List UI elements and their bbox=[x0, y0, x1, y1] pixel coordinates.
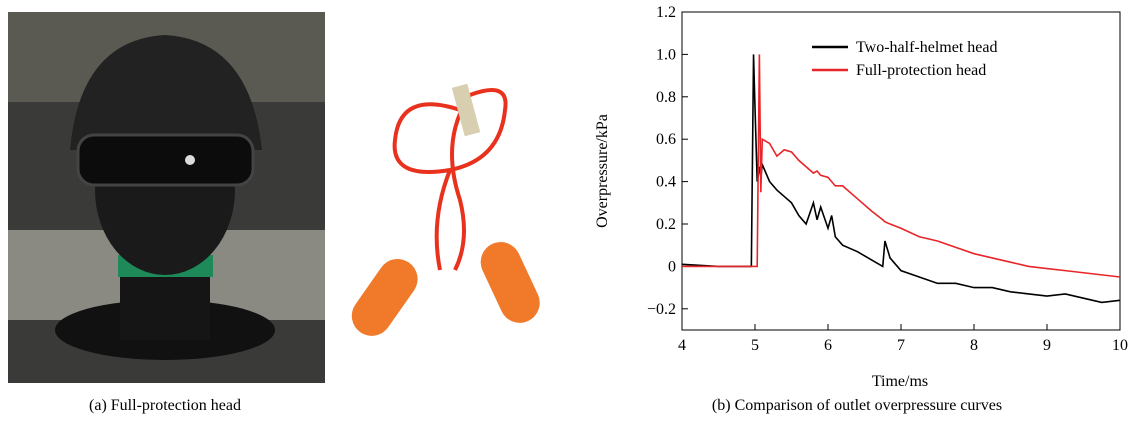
helmet-photo bbox=[8, 12, 325, 383]
series-line bbox=[681, 54, 1121, 304]
legend-label: Two-half-helmet head bbox=[856, 39, 997, 56]
legend-label: Full-protection head bbox=[856, 62, 986, 79]
y-axis-label: Overpressure/kPa bbox=[594, 114, 611, 228]
x-axis-label: Time/ms bbox=[872, 373, 928, 390]
y-tick-label: 0.8 bbox=[656, 89, 676, 106]
y-tick-label: 0.6 bbox=[656, 131, 676, 148]
x-tick-label: 6 bbox=[824, 337, 832, 354]
y-tick-label: 0 bbox=[668, 258, 676, 275]
y-tick-label: 0.2 bbox=[656, 216, 676, 233]
plot-frame bbox=[681, 11, 1121, 331]
x-tick-label: 7 bbox=[897, 337, 905, 354]
x-tick-label: 4 bbox=[678, 337, 686, 354]
y-tick-label: 1.0 bbox=[656, 46, 676, 63]
x-tick-label: 10 bbox=[1112, 337, 1128, 354]
caption: (b) Comparison of outlet overpressure cu… bbox=[712, 397, 1002, 414]
y-tick-label: 0.4 bbox=[656, 174, 676, 191]
x-tick-label: 8 bbox=[970, 337, 978, 354]
x-tick-label: 5 bbox=[751, 337, 759, 354]
y-tick-label: −0.2 bbox=[647, 301, 676, 318]
series-line bbox=[682, 54, 1121, 278]
caption: (a) Full-protection head bbox=[89, 397, 241, 414]
x-tick-label: 9 bbox=[1043, 337, 1051, 354]
y-tick-label: 1.2 bbox=[656, 4, 676, 21]
earplug-photo bbox=[351, 83, 540, 336]
